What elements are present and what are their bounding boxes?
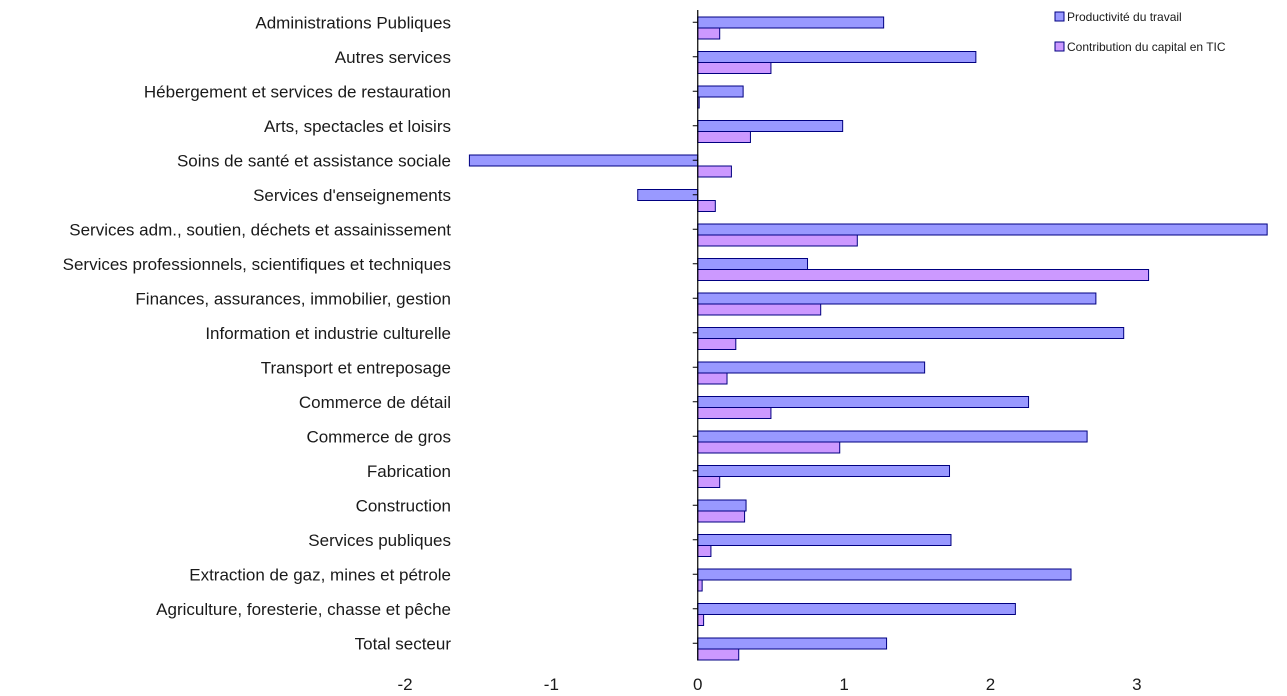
category-labels-group: Administrations Publiques Autres services… bbox=[63, 13, 452, 653]
bar-productivite bbox=[697, 396, 1030, 408]
bar-productivite bbox=[697, 51, 977, 63]
x-tick-label: 0 bbox=[693, 675, 702, 694]
legend-swatch-productivite bbox=[1054, 11, 1065, 22]
bar-productivite bbox=[697, 499, 747, 512]
bar-productivite bbox=[697, 258, 809, 270]
bar-contribution bbox=[697, 62, 772, 74]
bar-productivite bbox=[697, 465, 951, 477]
bar-contribution bbox=[697, 269, 1150, 281]
category-label: Commerce de gros bbox=[306, 427, 451, 446]
category-label: Transport et entreposage bbox=[261, 358, 451, 377]
bar-productivite bbox=[697, 327, 1125, 339]
category-label: Finances, assurances, immobilier, gestio… bbox=[135, 289, 451, 308]
bar-contribution bbox=[697, 579, 703, 592]
bar-productivite bbox=[697, 120, 844, 132]
category-label: Arts, spectacles et loisirs bbox=[264, 117, 451, 136]
x-tick-label: -2 bbox=[397, 675, 412, 694]
category-label: Services publiques bbox=[308, 531, 451, 550]
bar-contribution bbox=[697, 476, 721, 488]
bar-contribution bbox=[697, 303, 822, 316]
bar-productivite bbox=[697, 534, 952, 546]
bar-contribution bbox=[697, 648, 740, 661]
category-label: Services adm., soutien, déchets et assai… bbox=[69, 220, 451, 239]
bar-productivite bbox=[697, 16, 885, 29]
tick-labels-group: -2 -1 0 1 2 3 bbox=[397, 675, 1141, 694]
category-label: Services professionnels, scientifiques e… bbox=[63, 255, 451, 274]
bar-productivite bbox=[697, 361, 926, 374]
bar-contribution bbox=[697, 614, 705, 626]
bar-productivite bbox=[697, 85, 744, 98]
x-tick-label: 1 bbox=[839, 675, 848, 694]
bar-contribution bbox=[697, 131, 751, 143]
bar-productivite bbox=[697, 292, 1097, 305]
bar-productivite bbox=[697, 223, 1268, 236]
axis-group bbox=[692, 10, 699, 661]
category-label: Commerce de détail bbox=[299, 393, 451, 412]
bar-contribution bbox=[697, 200, 716, 212]
category-label: Extraction de gaz, mines et pétrole bbox=[189, 565, 451, 584]
bar-contribution bbox=[697, 510, 746, 523]
bar-contribution bbox=[697, 545, 712, 557]
category-label: Autres services bbox=[335, 48, 451, 67]
x-tick-label: 3 bbox=[1132, 675, 1141, 694]
legend-swatch-contribution bbox=[1054, 41, 1065, 52]
bar-contribution bbox=[697, 165, 732, 178]
category-label: Construction bbox=[356, 496, 451, 515]
bar-contribution bbox=[697, 27, 721, 40]
category-label: Agriculture, foresterie, chasse et pêche bbox=[156, 600, 451, 619]
bar-productivite bbox=[697, 637, 888, 650]
bar-productivite bbox=[637, 189, 699, 201]
bar-contribution bbox=[697, 407, 772, 419]
bar-productivite bbox=[468, 154, 699, 167]
legend-label-productivite: Productivité du travail bbox=[1067, 10, 1182, 24]
category-label: Fabrication bbox=[367, 462, 451, 481]
legend: Productivité du travail Contribution du … bbox=[1054, 10, 1226, 54]
x-tick-label: -1 bbox=[544, 675, 559, 694]
category-label: Services d'enseignements bbox=[253, 186, 451, 205]
bar-contribution bbox=[697, 372, 728, 385]
category-label: Soins de santé et assistance sociale bbox=[177, 151, 451, 170]
category-label: Information et industrie culturelle bbox=[205, 324, 451, 343]
bar-contribution bbox=[697, 338, 737, 350]
bar-contribution bbox=[697, 441, 841, 454]
bars-group bbox=[468, 16, 1268, 661]
bar-productivite bbox=[697, 603, 1016, 615]
category-label: Administrations Publiques bbox=[255, 13, 451, 32]
bar-contribution bbox=[697, 234, 858, 247]
category-label: Total secteur bbox=[355, 634, 452, 653]
legend-label-contribution: Contribution du capital en TIC bbox=[1067, 40, 1226, 54]
category-label: Hébergement et services de restauration bbox=[144, 82, 451, 101]
x-tick-label: 2 bbox=[986, 675, 995, 694]
bar-productivite bbox=[697, 430, 1088, 443]
bar-productivite bbox=[697, 568, 1072, 581]
